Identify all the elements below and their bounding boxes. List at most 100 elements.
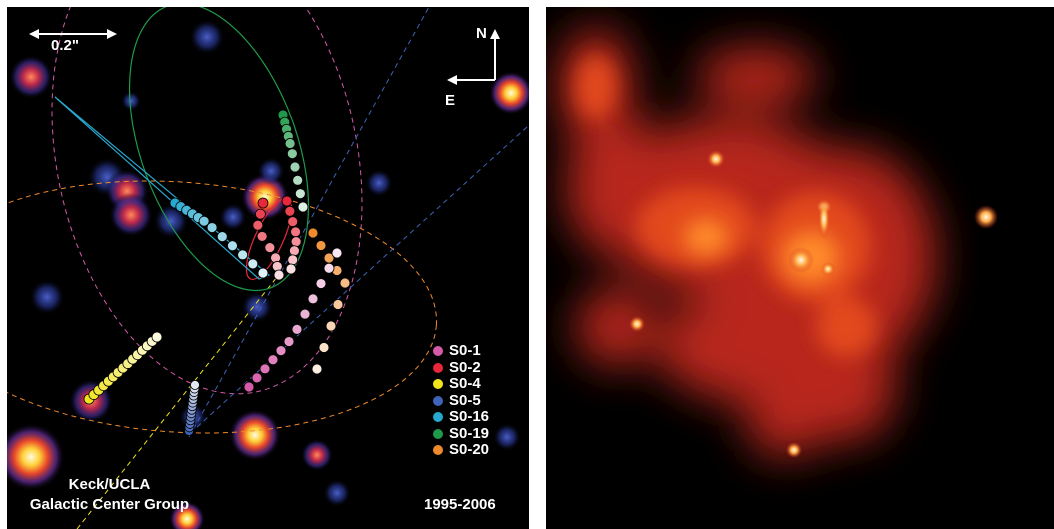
- star-glow: [109, 193, 153, 237]
- legend-item: S0-16: [433, 409, 489, 426]
- legend-label: S0-5: [449, 391, 481, 409]
- orbit-point-s0-16: [216, 231, 228, 243]
- legend-swatch: [433, 346, 443, 357]
- orbit-point-s0-1: [331, 247, 343, 259]
- orbit-point-s0-2b: [285, 263, 297, 275]
- legend-item: S0-1: [433, 343, 489, 360]
- star-glow: [121, 91, 141, 111]
- infrared-canvas: [558, 27, 998, 458]
- orbit-point-s0-1: [291, 323, 303, 335]
- orbit-point-s0-19: [289, 161, 301, 173]
- orbit-point-s0-19: [294, 188, 306, 200]
- orbit-point-s0-1: [307, 293, 319, 305]
- star-legend: S0-1 S0-2 S0-4 S0-5 S0-16 S0-19 S0-20: [433, 343, 489, 459]
- star-glow: [229, 409, 281, 461]
- orbit-s0-19: [128, 7, 310, 292]
- star-glow: [153, 203, 189, 239]
- stellar-orbits-panel: 0.2" N E S0-1 S0-2 S0-4 S0-5 S0-16 S0-19 S0-20…: [7, 7, 529, 529]
- legend-label: S0-1: [449, 342, 481, 360]
- orbit-point-s0-1: [251, 372, 263, 384]
- orbit-data-points: [83, 109, 351, 436]
- legend-swatch: [433, 428, 443, 439]
- orbit-point-s0-20: [318, 342, 330, 353]
- orbit-point-s0-2b: [284, 205, 296, 217]
- orbit-point-s0-20: [311, 363, 323, 375]
- orbit-point-s0-5: [190, 380, 200, 390]
- orbit-point-s0-19: [286, 148, 298, 160]
- orbit-point-s0-2: [252, 219, 264, 231]
- orbit-point-s0-16: [237, 249, 249, 261]
- star-glow: [219, 203, 247, 231]
- star-glow: [169, 501, 205, 529]
- star-glow: [7, 423, 65, 491]
- star-glow: [29, 279, 65, 315]
- star-glow: [489, 71, 529, 115]
- star-glow: [241, 291, 273, 323]
- orbit-point-s0-16: [257, 267, 269, 279]
- orbit-point-s0-4: [151, 331, 163, 343]
- legend-label: S0-4: [449, 375, 481, 393]
- star-glow: [493, 423, 521, 451]
- orbit-point-s0-2: [256, 231, 268, 242]
- orbit-point-s0-1: [315, 278, 327, 289]
- orbit-point-s0-2b: [287, 254, 299, 266]
- orbit-point-s0-1: [299, 308, 311, 320]
- orbit-point-s0-2: [273, 269, 285, 281]
- orbit-point-s0-2: [257, 197, 269, 209]
- star-point: [629, 316, 645, 332]
- infrared-image-panel: [546, 7, 1054, 529]
- compass-arrows: [447, 29, 500, 85]
- orbit-point-s0-2b: [289, 245, 300, 257]
- credit-line-2: Galactic Center Group: [29, 496, 190, 513]
- orbit-point-s0-1: [259, 363, 271, 375]
- orbit-point-s0-1: [243, 381, 255, 393]
- orbit-point-s0-1: [283, 336, 295, 347]
- legend-swatch: [433, 412, 443, 423]
- legend-label: S0-19: [449, 424, 490, 442]
- orbit-point-s0-19: [284, 138, 296, 149]
- scale-bar: [29, 29, 117, 39]
- credit-line-1: Keck/UCLA: [68, 476, 151, 493]
- legend-label: S0-16: [449, 408, 490, 426]
- orbit-point-s0-20: [315, 240, 327, 251]
- legend-label: S0-2: [449, 358, 481, 376]
- date-range-label: 1995-2006: [424, 496, 496, 513]
- star-point: [707, 150, 725, 168]
- scale-label: 0.2": [51, 37, 79, 54]
- orbit-point-s0-20: [339, 277, 351, 289]
- orbit-point-s0-2b: [290, 236, 302, 247]
- orbit-point-s0-2: [264, 242, 276, 253]
- star-glow: [9, 55, 53, 99]
- star-point: [786, 442, 802, 458]
- orbit-point-s0-2: [255, 208, 266, 220]
- orbit-point-s0-1: [323, 262, 335, 274]
- orbit-point-s0-1: [275, 345, 287, 357]
- legend-item: S0-2: [433, 358, 489, 377]
- star-glow: [301, 439, 333, 471]
- star-glow: [241, 173, 289, 221]
- legend-swatch: [433, 445, 443, 456]
- orbits-canvas: [7, 7, 529, 529]
- orbit-point-s0-16: [198, 215, 210, 227]
- legend-swatch: [433, 362, 443, 373]
- star-point: [821, 262, 835, 276]
- star-glow: [257, 157, 285, 185]
- orbit-point-s0-19: [297, 201, 309, 213]
- orbit-point-s0-2b: [290, 226, 301, 238]
- star-point: [818, 199, 830, 239]
- point-sources: [629, 150, 998, 458]
- legend-item: S0-5: [433, 391, 489, 410]
- orbit-point-s0-1: [267, 354, 279, 366]
- star-glow: [365, 169, 393, 197]
- star-glow: [189, 19, 225, 55]
- star-point: [788, 247, 814, 273]
- orbit-point-s0-2b: [281, 195, 293, 207]
- orbit-s0-16: [54, 96, 271, 280]
- orbit-path-s0-5: [188, 7, 430, 438]
- background-stars: [7, 19, 529, 529]
- star-point: [974, 205, 998, 229]
- legend-label: S0-20: [449, 441, 490, 459]
- orbit-point-s0-20: [332, 299, 344, 310]
- orbit-point-s0-16: [206, 222, 218, 233]
- orbit-path-s0-1: [51, 7, 363, 395]
